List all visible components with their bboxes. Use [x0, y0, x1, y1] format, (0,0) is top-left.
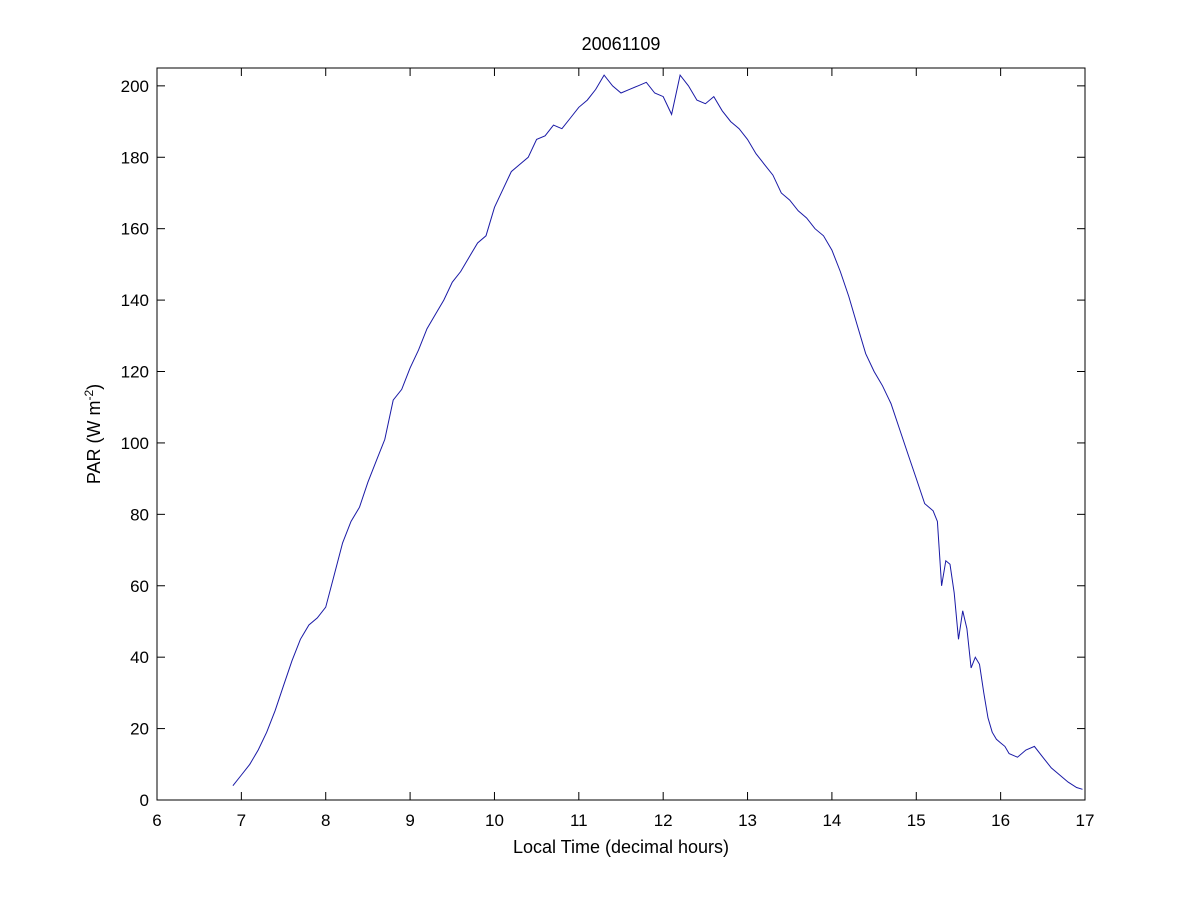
y-tick-label: 60 — [130, 577, 149, 596]
y-tick-label: 0 — [140, 791, 149, 810]
x-tick-label: 9 — [405, 811, 414, 830]
y-tick-label: 40 — [130, 648, 149, 667]
chart-title: 20061109 — [582, 34, 661, 54]
y-tick-label: 180 — [121, 148, 149, 167]
x-tick-label: 11 — [570, 811, 588, 830]
x-tick-label: 12 — [654, 811, 673, 830]
y-axis-label-close: ) — [84, 384, 104, 390]
plot-frame — [156, 67, 1086, 801]
x-tick-label: 10 — [485, 811, 504, 830]
y-tick-label: 140 — [121, 291, 149, 310]
x-tick-label: 14 — [822, 811, 841, 830]
x-tick-label: 17 — [1076, 811, 1095, 830]
x-tick-label: 15 — [907, 811, 926, 830]
x-tick-label: 7 — [237, 811, 246, 830]
y-tick-label: 20 — [130, 720, 149, 739]
x-axis-label: Local Time (decimal hours) — [513, 837, 729, 857]
x-tick-label: 6 — [152, 811, 161, 830]
axis-ticks — [156, 68, 1086, 801]
x-tick-label: 13 — [738, 811, 757, 830]
y-tick-label: 100 — [121, 434, 149, 453]
y-axis-label-main: PAR (W m — [84, 401, 104, 485]
series-line — [232, 73, 1083, 790]
y-tick-label: 200 — [121, 77, 149, 96]
axis-tick-labels: 6 7 8 9 10 11 12 13 14 15 16 17 0 20 40 60 80 100 120 140 16… — [121, 77, 1095, 830]
x-tick-label: 8 — [321, 811, 330, 830]
y-axis-label-superscript: -2 — [82, 390, 96, 401]
y-axis-label: PAR (W m-2) — [82, 384, 104, 484]
x-tick-label: 16 — [991, 811, 1010, 830]
y-tick-label: 120 — [121, 363, 149, 382]
plot-area — [157, 68, 1085, 800]
y-tick-label: 80 — [130, 505, 149, 524]
y-tick-label: 160 — [121, 220, 149, 239]
